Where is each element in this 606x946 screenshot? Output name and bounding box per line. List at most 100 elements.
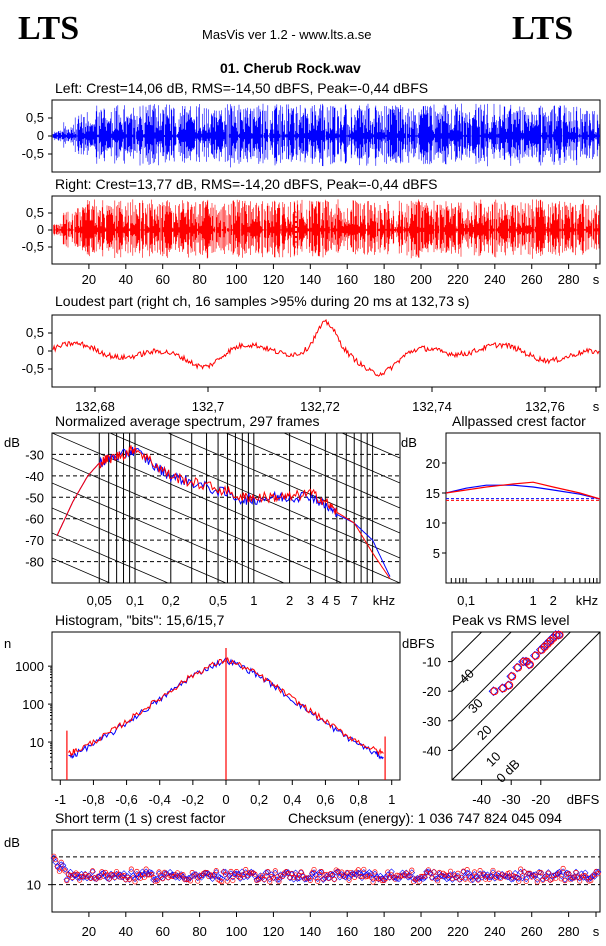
- left-waveform-ytick-label: -0,5: [22, 146, 44, 161]
- peak-rms-ytick-label: -40: [422, 743, 441, 758]
- crest-series-left: [445, 484, 601, 500]
- peak-rms-point-right: [552, 630, 561, 639]
- histogram-xtick-label: -1: [55, 792, 67, 807]
- short-term-point-right: [154, 878, 160, 884]
- crest-ytick-label: 10: [426, 516, 440, 531]
- peak-rms-ytick-label: -10: [422, 655, 441, 670]
- short-term-point-right: [326, 876, 332, 882]
- spectrum-title: Normalized average spectrum, 297 frames: [55, 413, 320, 429]
- crest-ytick-label: 20: [426, 456, 440, 471]
- peak-rms-point-right: [508, 672, 517, 681]
- short-term-crest-title: Short term (1 s) crest factor: [55, 810, 226, 826]
- right-waveform-xtick-label: 240: [484, 272, 506, 287]
- short-term-point-right: [396, 873, 402, 879]
- short-term-point-right: [518, 866, 524, 872]
- short-term-point-right: [409, 867, 415, 873]
- short-term-xtick-label: 240: [484, 924, 506, 939]
- histogram-xtick-label: 0: [222, 792, 229, 807]
- spectrum-slope-line: [52, 457, 344, 583]
- histogram-xtick-label: -0,8: [82, 792, 104, 807]
- short-term-frame: [51, 829, 601, 913]
- loudest-ytick-label: 0: [37, 343, 44, 358]
- spectrum-slope-line: [282, 433, 400, 484]
- short-term-point-right: [311, 866, 317, 873]
- short-term-point-right: [224, 878, 230, 884]
- peak-rms-point-right: [505, 681, 514, 690]
- short-term-point-right: [471, 869, 478, 875]
- short-term-point-right: [516, 878, 522, 884]
- spectrum-ytick-label: -50: [25, 490, 44, 505]
- peak-rms-point-right: [546, 636, 555, 645]
- right-waveform-ytick-label: 0: [37, 222, 44, 237]
- spectrum-xtick-label: 0,1: [126, 593, 144, 608]
- right-waveform-xtick-label: s: [593, 272, 600, 287]
- loudest-xtick-label: 132,7: [192, 399, 225, 414]
- short-term-point-right: [545, 870, 551, 876]
- peak-rms-point-right: [531, 651, 540, 660]
- short-term-point-right: [536, 869, 542, 876]
- short-term-xtick-label: 60: [155, 924, 169, 939]
- peak-rms-point-right: [555, 630, 564, 639]
- loudest-part-frame: [51, 314, 601, 388]
- spectrum-xtick-label: 4: [322, 593, 329, 608]
- short-term-point-left: [251, 872, 259, 880]
- short-term-point-right: [58, 859, 64, 865]
- short-term-point-left: [345, 874, 353, 882]
- short-term-point-left: [161, 870, 168, 877]
- short-term-point-right: [228, 868, 234, 874]
- short-term-point-right: [374, 876, 380, 882]
- spectrum-xtick-label: kHz: [373, 593, 395, 608]
- loudest-part-signal: [52, 318, 600, 377]
- spectrum-ytick-label: -70: [25, 533, 44, 548]
- short-term-xtick-label: 40: [119, 924, 133, 939]
- short-term-point-left: [233, 870, 240, 878]
- right-waveform-xtick-label: 100: [226, 272, 248, 287]
- peak-rms-xtick-label: -40: [472, 792, 491, 807]
- short-term-point-left: [177, 871, 185, 878]
- short-term-point-left: [124, 873, 131, 880]
- short-term-point-right: [566, 870, 572, 876]
- short-term-xtick-label: 220: [447, 924, 469, 939]
- spectrum-ytick-label: -30: [25, 447, 44, 462]
- histogram-xtick-label: 0,8: [350, 792, 368, 807]
- short-term-xtick-label: 140: [299, 924, 321, 939]
- short-term-point-right: [477, 868, 483, 874]
- short-term-point-right: [370, 879, 376, 885]
- short-term-point-right: [276, 879, 282, 885]
- short-term-xtick-label: 80: [192, 924, 206, 939]
- lts-logo-left: LTS: [18, 10, 80, 47]
- short-term-point-right: [588, 878, 594, 884]
- short-term-point-right: [534, 879, 540, 885]
- short-term-point-right: [344, 869, 350, 875]
- short-term-point-right: [573, 870, 579, 876]
- right-waveform-xtick-label: 260: [521, 272, 543, 287]
- file-name: 01. Cherub Rock.wav: [220, 60, 361, 76]
- short-term-point-right: [595, 871, 601, 877]
- right-waveform-xtick-label: 140: [299, 272, 321, 287]
- short-term-point-right: [230, 877, 236, 884]
- spectrum-ylabel: dB: [4, 435, 20, 450]
- crest-factor-title: Allpassed crest factor: [452, 413, 586, 429]
- short-term-point-left: [257, 872, 264, 879]
- left-waveform-signal: [52, 103, 600, 168]
- spectrum-ytick-label: -60: [25, 512, 44, 527]
- short-term-point-right: [90, 868, 96, 874]
- lts-logo-right: LTS: [512, 10, 574, 47]
- spectrum-xtick-label: 5: [333, 593, 340, 608]
- short-term-point-right: [560, 865, 566, 871]
- short-term-point-right: [507, 870, 513, 876]
- short-term-point-left: [209, 875, 216, 882]
- left-waveform-ytick-label: 0: [37, 128, 44, 143]
- histogram-ytick-label: 10: [30, 735, 44, 750]
- histogram-ylabel: n: [4, 636, 11, 651]
- short-term-point-right: [219, 879, 225, 885]
- short-term-point-right: [239, 872, 245, 878]
- short-term-point-right: [156, 869, 162, 875]
- crest-factor-frame: [445, 432, 601, 584]
- spectrum-slope-line: [52, 482, 286, 583]
- right-waveform-title: Right: Crest=13,77 dB, RMS=-14,20 dBFS, …: [55, 176, 438, 192]
- short-term-point-right: [475, 877, 481, 883]
- short-term-point-left: [273, 876, 281, 883]
- short-term-point-right: [368, 874, 374, 880]
